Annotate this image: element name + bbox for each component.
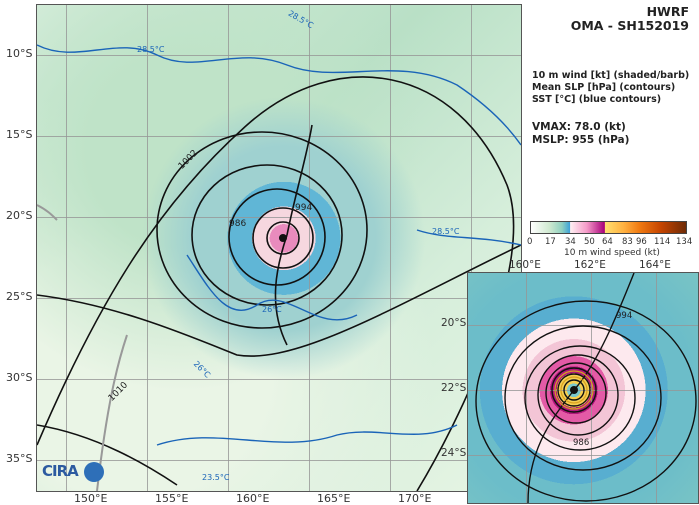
wind-speed-colorbar [530,221,687,234]
sst-label: 26°C [262,305,282,314]
cb-tick: 17 [545,237,556,247]
lat-label-20s: 20°S [6,209,33,222]
inset-lat-22s: 22°S [441,382,467,394]
cb-tick: 96 [636,237,647,247]
lon-label-155e: 155°E [155,492,189,505]
lat-label-10s: 10°S [6,47,33,60]
cb-tick: 50 [584,237,595,247]
inset-map: 986 994 [467,272,699,504]
sst-label: 28.5°C [432,227,460,236]
lat-label-25s: 25°S [6,290,33,303]
cb-tick: 114 [654,237,671,247]
inset-contour-994: 994 [616,311,633,321]
contour-label-994: 994 [295,203,313,213]
legend-wind: 10 m wind [kt] (shaded/barb) [532,70,690,81]
cb-tick: 83 [622,237,633,247]
lat-label-15s: 15°S [6,128,33,141]
inset-lat-20s: 20°S [441,317,467,329]
cb-tick: 64 [602,237,613,247]
model-name: HWRF [646,4,689,19]
slp-contours [37,44,521,491]
lat-label-35s: 35°S [6,452,33,465]
lon-label-150e: 150°E [74,492,108,505]
cb-tick: 34 [565,237,576,247]
contour-label-986: 986 [229,219,247,229]
main-map: 1002 986 994 1010 28.5°C 28.5°C 28.5°C 2… [36,4,522,492]
inset-lat-24s: 24°S [441,447,467,459]
inset-contour-986: 986 [573,438,590,448]
cira-logo-globe-icon [84,462,104,482]
cb-tick: 0 [527,237,533,247]
legend-sst: SST [°C] (blue contours) [532,94,662,105]
inset-lon-162e: 162°E [574,259,606,271]
sst-label: 28.5°C [137,45,165,54]
storm-id: OMA - SH152019 [570,18,689,33]
inset-slp-contours [475,273,697,503]
legend-slp: Mean SLP [hPa] (contours) [532,82,676,93]
sst-label: 23.5°C [202,473,230,482]
lon-label-160e: 160°E [236,492,270,505]
cb-tick: 134 [676,237,693,247]
lon-label-170e: 170°E [398,492,432,505]
cira-logo: CIRA [42,462,79,480]
mslp-value: MSLP: 955 (hPa) [532,134,630,146]
vmax-value: VMAX: 78.0 (kt) [532,121,626,133]
inset-lon-164e: 164°E [639,259,671,271]
lon-label-165e: 165°E [317,492,351,505]
inset-lon-160e: 160°E [509,259,541,271]
colorbar-label: 10 m wind speed (kt) [564,248,660,258]
lat-label-30s: 30°S [6,371,33,384]
